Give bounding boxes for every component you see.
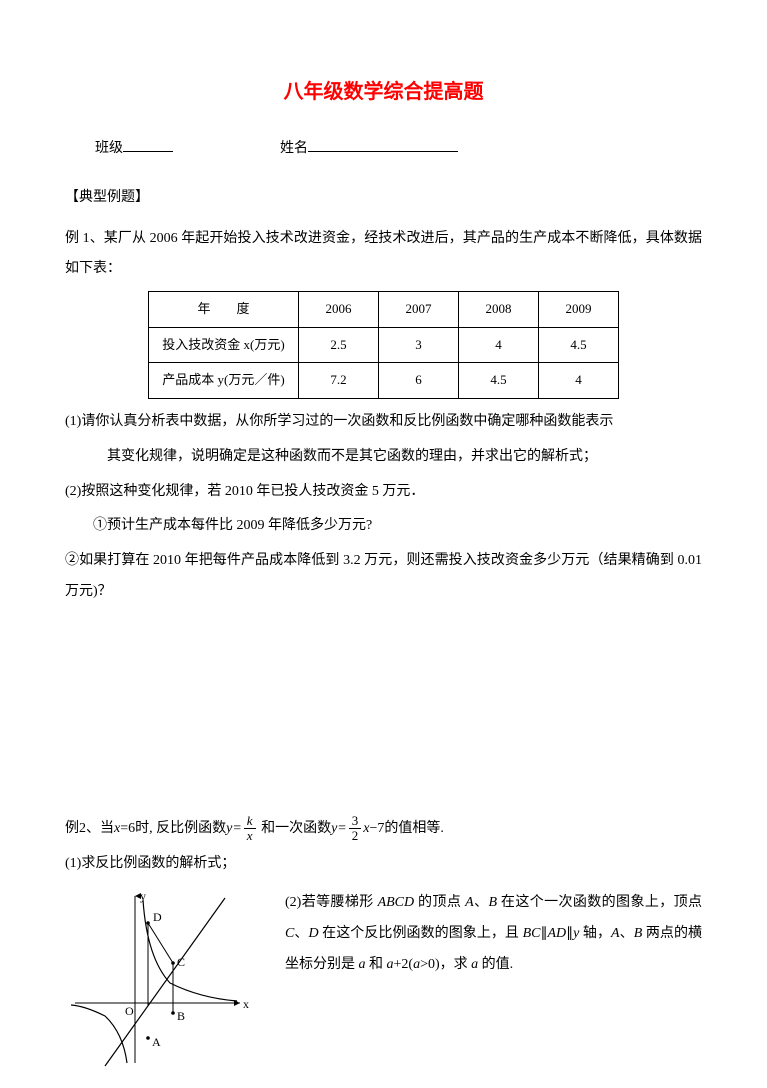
- table-cell: 2007: [379, 292, 459, 328]
- ex2-intro: 例2、当x=6时, 反比例函数y=kx 和一次函数y=32x−7的值相等.: [65, 812, 702, 846]
- text: 、: [620, 926, 634, 941]
- var: a: [387, 957, 394, 972]
- text: 的顶点: [414, 895, 465, 910]
- table-cell: 4: [459, 327, 539, 363]
- graph-column: y x O D C B A: [65, 888, 275, 1068]
- ex1-q2b: ②如果打算在 2010 年把每件产品成本降低到 3.2 万元，则还需投入技改资金…: [65, 546, 702, 608]
- denominator: 2: [349, 829, 362, 843]
- table-cell: 产品成本 y(万元／件): [149, 363, 299, 399]
- table-row: 投入技改资金 x(万元) 2.5 3 4 4.5: [149, 327, 619, 363]
- data-table: 年 度 2006 2007 2008 2009 投入技改资金 x(万元) 2.5…: [148, 291, 619, 399]
- ex2-layout: y x O D C B A (2)若等腰梯形 ABCD 的顶点 A、B 在这个一…: [65, 888, 702, 1068]
- var: C: [285, 926, 294, 941]
- var-y: y=: [331, 821, 347, 836]
- text: >0)，求: [420, 957, 471, 972]
- text: +2(: [394, 957, 414, 972]
- ex1-q1b: 其变化规律，说明确定是这种函数而不是其它函数的理由，并求出它的解析式；: [65, 442, 702, 473]
- class-blank: [123, 151, 173, 152]
- origin-label: O: [125, 1004, 134, 1018]
- text: 在这个一次函数的图象上，顶点: [497, 895, 702, 910]
- fraction: kx: [244, 814, 256, 844]
- table-row: 产品成本 y(万元／件) 7.2 6 4.5 4: [149, 363, 619, 399]
- var: BC: [523, 926, 541, 941]
- point-c-label: C: [177, 955, 185, 969]
- ex1-q2a: ①预计生产成本每件比 2009 年降低多少万元?: [65, 511, 702, 542]
- table-cell: 7.2: [299, 363, 379, 399]
- var: AD: [547, 926, 566, 941]
- var: A: [465, 895, 474, 910]
- text: 的值.: [478, 957, 513, 972]
- var-y: y=: [226, 821, 242, 836]
- var: A: [611, 926, 620, 941]
- text: 和一次函数: [261, 821, 331, 836]
- table-cell: 4: [539, 363, 619, 399]
- var: B: [634, 926, 643, 941]
- table-row: 年 度 2006 2007 2008 2009: [149, 292, 619, 328]
- name-blank: [308, 151, 458, 152]
- ex2-q1: (1)求反比例函数的解析式；: [65, 849, 702, 880]
- numerator: k: [244, 814, 256, 829]
- ex2-q2: (2)若等腰梯形 ABCD 的顶点 A、B 在这个一次函数的图象上，顶点 C、D…: [285, 888, 702, 980]
- var: D: [308, 926, 318, 941]
- page-title: 八年级数学综合提高题: [65, 70, 702, 114]
- table-cell: 2008: [459, 292, 539, 328]
- point-a-label: A: [152, 1035, 161, 1049]
- var: ABCD: [378, 895, 415, 910]
- ex1-q1: (1)请你认真分析表中数据，从你所学习过的一次函数和反比例函数中确定哪种函数能表…: [65, 407, 702, 438]
- table-cell: 4.5: [459, 363, 539, 399]
- table-cell: 年 度: [149, 292, 299, 328]
- text: =6时, 反比例函数: [120, 821, 226, 836]
- table-cell: 2.5: [299, 327, 379, 363]
- var: a: [359, 957, 366, 972]
- text: 、: [474, 895, 489, 910]
- table-cell: 4.5: [539, 327, 619, 363]
- name-label: 姓名: [280, 141, 308, 156]
- point-b-label: B: [177, 1009, 185, 1023]
- ex1-intro: 例 1、某厂从 2006 年起开始投入技术改进资金，经技术改进后，其产品的生产成…: [65, 224, 702, 286]
- point-d-label: D: [153, 910, 162, 924]
- table-cell: 投入技改资金 x(万元): [149, 327, 299, 363]
- trapezoid-graph: y x O D C B A: [65, 888, 255, 1068]
- class-label: 班级: [95, 141, 123, 156]
- axis-y-label: y: [140, 889, 146, 903]
- ex1-q2: (2)按照这种变化规律，若 2010 年已投人技改资金 5 万元．: [65, 477, 702, 508]
- var: a: [413, 957, 420, 972]
- text: 和: [366, 957, 387, 972]
- denominator: x: [244, 829, 256, 843]
- fraction: 32: [349, 814, 362, 844]
- table-cell: 2009: [539, 292, 619, 328]
- spacer: [65, 612, 702, 812]
- var: B: [488, 895, 497, 910]
- section-header: 【典型例题】: [65, 183, 702, 214]
- text: 轴，: [579, 926, 611, 941]
- table-cell: 2006: [299, 292, 379, 328]
- text: 、: [294, 926, 308, 941]
- table-cell: 6: [379, 363, 459, 399]
- text: 例2、当: [65, 821, 114, 836]
- numerator: 3: [349, 814, 362, 829]
- text: −7的值相等.: [369, 821, 443, 836]
- text: (2)若等腰梯形: [285, 895, 378, 910]
- ex2-q2-text: (2)若等腰梯形 ABCD 的顶点 A、B 在这个一次函数的图象上，顶点 C、D…: [275, 888, 702, 984]
- text: 在这个反比例函数的图象上，且: [319, 926, 523, 941]
- student-info-row: 班级 姓名: [65, 134, 702, 165]
- axis-x-label: x: [243, 997, 249, 1011]
- table-cell: 3: [379, 327, 459, 363]
